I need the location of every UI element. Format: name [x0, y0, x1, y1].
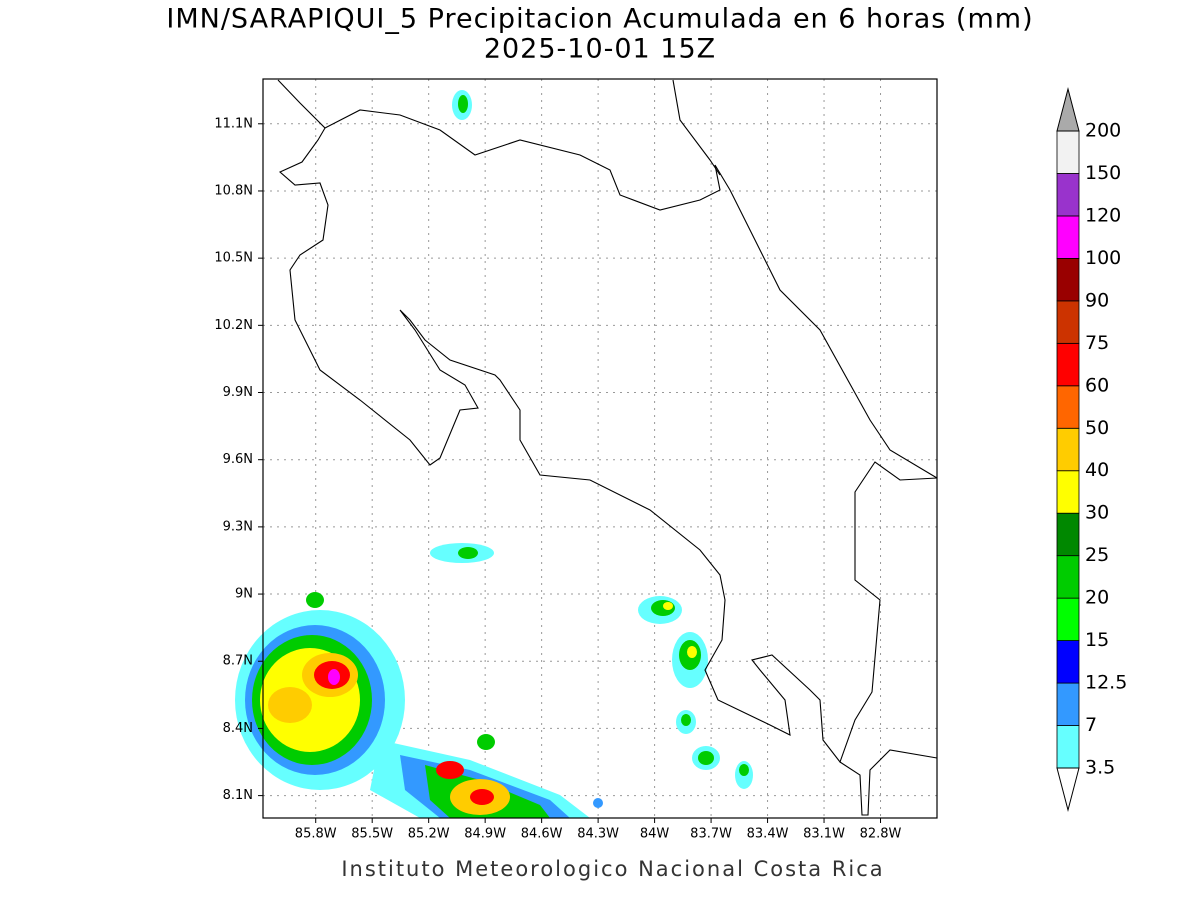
lat-tick-label: 10.5N	[214, 251, 253, 266]
coastline	[277, 79, 938, 764]
lon-tick-label: 85.2W	[408, 827, 450, 842]
lat-tick-label: 10.8N	[214, 183, 253, 198]
map-frame	[262, 78, 938, 819]
lat-tick-label: 9.6N	[223, 452, 253, 467]
colorbar-label: 40	[1085, 459, 1109, 481]
colorbar-label: 75	[1085, 332, 1109, 354]
colorbar-label: 15	[1085, 629, 1109, 651]
colorbar-band	[1056, 725, 1080, 769]
colorbar-label: 20	[1085, 587, 1109, 609]
lon-tick-label: 84.6W	[521, 827, 563, 842]
colorbar-label: 150	[1085, 162, 1121, 184]
lat-tick-label: 8.7N	[223, 654, 253, 669]
colorbar-label: 200	[1085, 120, 1121, 142]
footer: Instituto Meteorologico Nacional Costa R…	[341, 857, 884, 881]
colorbar-band	[1056, 470, 1080, 514]
colorbar-band	[1056, 512, 1080, 557]
coastline	[672, 79, 721, 176]
colorbar-label: 30	[1085, 502, 1109, 524]
colorbar-band	[1056, 385, 1080, 429]
colorbar: 3.5 7 12.5 15 20 25 30 40 50 60 75 90 100 120 150 200	[1056, 87, 1127, 812]
colorbar-band	[1056, 427, 1080, 472]
lon-tick-label: 83.4W	[747, 827, 789, 842]
lon-tick-label: 83.1W	[803, 827, 845, 842]
colorbar-label: 120	[1085, 204, 1121, 226]
title: IMN/SARAPIQUI_5 Precipitacion Acumulada …	[166, 4, 1033, 35]
lat-tick-label: 9.9N	[223, 385, 253, 400]
lon-tick-label: 82.8W	[860, 827, 902, 842]
lat-tick-label: 10.2N	[214, 318, 253, 333]
colorbar-over	[1056, 87, 1080, 132]
coastline	[839, 749, 938, 816]
colorbar-label: 60	[1085, 374, 1109, 396]
colorbar-band	[1056, 342, 1080, 387]
lon-tick-label: 85.8W	[295, 827, 337, 842]
lon-tick-label: 85.5W	[351, 827, 393, 842]
colorbar-band	[1056, 130, 1080, 174]
subtitle: 2025-10-01 15Z	[484, 34, 716, 65]
lat-tick-label: 9N	[235, 587, 253, 602]
colorbar-under	[1056, 767, 1080, 812]
colorbar-band	[1056, 257, 1080, 302]
lon-tick-label: 84.9W	[464, 827, 506, 842]
colorbar-label: 90	[1085, 289, 1109, 311]
colorbar-band	[1056, 682, 1080, 726]
lon-tick-label: 84W	[640, 827, 670, 842]
precipitation	[235, 90, 753, 818]
colorbar-label: 12.5	[1085, 672, 1127, 694]
lon-tick-label: 83.7W	[690, 827, 732, 842]
colorbar-label: 50	[1085, 417, 1109, 439]
lat-tick-label: 11.1N	[214, 116, 253, 131]
colorbar-label: 100	[1085, 247, 1121, 269]
lat-tick-label: 9.3N	[223, 519, 253, 534]
colorbar-band	[1056, 597, 1080, 642]
colorbar-label: 3.5	[1085, 757, 1115, 779]
lat-tick-label: 8.1N	[223, 788, 253, 803]
colorbar-band	[1056, 215, 1080, 259]
colorbar-band	[1056, 173, 1080, 217]
colorbar-label: 25	[1085, 544, 1109, 566]
border	[324, 109, 938, 479]
lon-tick-label: 84.3W	[577, 827, 619, 842]
colorbar-label: 7	[1085, 714, 1097, 736]
lat-tick-label: 8.4N	[223, 721, 253, 736]
colorbar-band	[1056, 555, 1080, 599]
colorbar-band	[1056, 640, 1080, 684]
colorbar-band	[1056, 300, 1080, 344]
